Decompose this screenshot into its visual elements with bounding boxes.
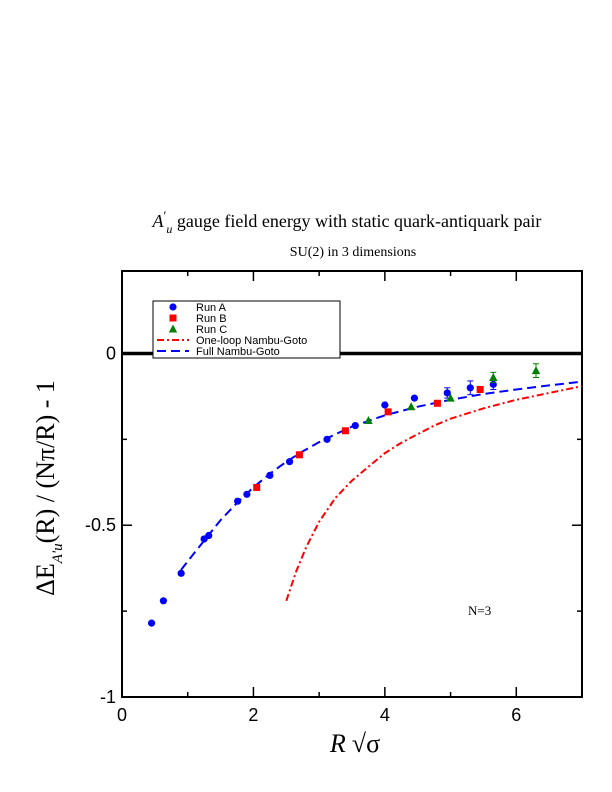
marker-run-b <box>253 483 261 491</box>
plot-frame <box>121 270 583 698</box>
marker-run-a <box>159 597 167 605</box>
legend-label-one-loop-nambu-goto: One-loop Nambu-Goto <box>196 335 307 347</box>
marker-run-a <box>285 458 294 466</box>
curve-full-nambu-goto <box>180 380 583 571</box>
chart-subtitle: SU(2) in 3 dimensions <box>290 245 416 260</box>
marker-run-b <box>384 408 392 416</box>
marker-run-a <box>205 531 213 540</box>
marker-run-a <box>381 401 389 409</box>
marker-run-a <box>410 394 419 402</box>
marker-run-a <box>351 421 359 430</box>
y-axis-label: ΔEA'u(R) / (Nπ/R) - 1 <box>31 380 66 596</box>
marker-run-b <box>295 451 303 459</box>
y-tick-label: -1 <box>100 687 116 707</box>
annotation-n3: N=3 <box>468 603 491 618</box>
marker-run-b <box>341 427 349 435</box>
marker-run-a <box>177 569 185 577</box>
marker-run-b <box>476 386 484 394</box>
legend-marker-run-b <box>169 314 177 322</box>
legend-marker-run-a <box>169 303 177 311</box>
legend-label-run-a: Run A <box>196 302 227 314</box>
legend-box <box>152 300 341 359</box>
marker-run-a <box>443 389 451 397</box>
x-axis-label: R √σ <box>329 729 380 758</box>
x-tick-label: 6 <box>511 705 521 725</box>
x-tick-label: 4 <box>380 705 390 725</box>
marker-run-a <box>466 384 474 392</box>
marker-run-b <box>433 399 441 407</box>
marker-run-a <box>234 497 242 505</box>
marker-run-a <box>266 471 274 480</box>
marker-run-c <box>364 415 373 424</box>
legend-marker-run-c <box>168 324 178 333</box>
y-tick-label: 0 <box>106 343 116 363</box>
curve-one-loop-nambu-goto <box>285 385 583 602</box>
marker-run-c <box>489 373 498 381</box>
marker-run-c <box>446 393 455 402</box>
marker-run-c <box>531 366 541 375</box>
x-tick-label: 2 <box>248 705 258 725</box>
marker-run-c <box>406 402 416 411</box>
y-tick-label: -0.5 <box>85 515 116 535</box>
chart-title: A′u gauge field energy with static quark… <box>152 208 542 236</box>
legend-label-run-b: Run B <box>196 313 227 325</box>
legend-label-full-nambu-goto: Full Nambu-Goto <box>196 346 280 358</box>
marker-run-a <box>147 619 156 627</box>
marker-run-a <box>243 490 251 498</box>
legend-label-run-c: Run C <box>196 324 227 336</box>
marker-run-a <box>323 435 331 443</box>
x-tick-label: 0 <box>117 705 127 725</box>
